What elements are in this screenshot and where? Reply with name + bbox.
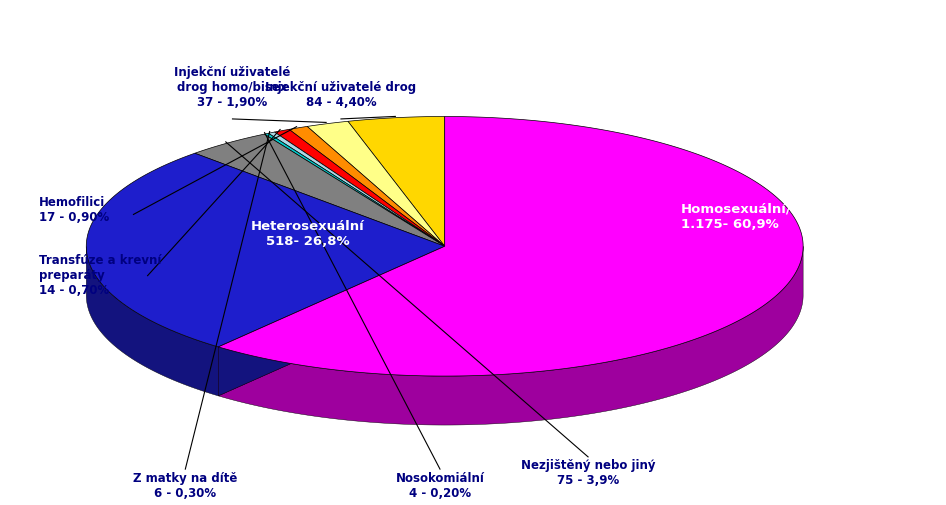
Polygon shape [219,246,445,396]
Text: Homosexuální/bisexuální
1.175- 60,9%: Homosexuální/bisexuální 1.175- 60,9% [680,203,867,231]
Text: Hemofilici
17 - 0,90%: Hemofilici 17 - 0,90% [39,195,110,224]
Text: Injekční uživatelé
drog homo/bisex
37 - 1,90%: Injekční uživatelé drog homo/bisex 37 - … [174,66,290,109]
Text: Heterosexuální
518- 26,8%: Heterosexuální 518- 26,8% [251,220,365,248]
Polygon shape [307,121,445,246]
Polygon shape [86,153,445,347]
Text: Transfúze a krevní
preparáty
14 - 0,70%: Transfúze a krevní preparáty 14 - 0,70% [39,254,162,297]
Polygon shape [219,246,803,425]
Polygon shape [289,126,445,246]
Text: Nosokomiální
4 - 0,20%: Nosokomiální 4 - 0,20% [395,472,484,499]
Polygon shape [86,246,219,396]
Polygon shape [219,117,803,376]
Text: Z matky na dítě
6 - 0,30%: Z matky na dítě 6 - 0,30% [133,472,237,499]
Polygon shape [219,246,445,396]
Polygon shape [264,133,445,246]
Polygon shape [269,132,445,246]
Polygon shape [274,129,445,246]
Text: Injekční uživatelé drog
84 - 4,40%: Injekční uživatelé drog 84 - 4,40% [266,81,416,109]
Polygon shape [195,134,445,246]
Text: Nezjištěný nebo jiný
75 - 3,9%: Nezjištěný nebo jiný 75 - 3,9% [521,460,656,487]
Polygon shape [348,117,445,246]
